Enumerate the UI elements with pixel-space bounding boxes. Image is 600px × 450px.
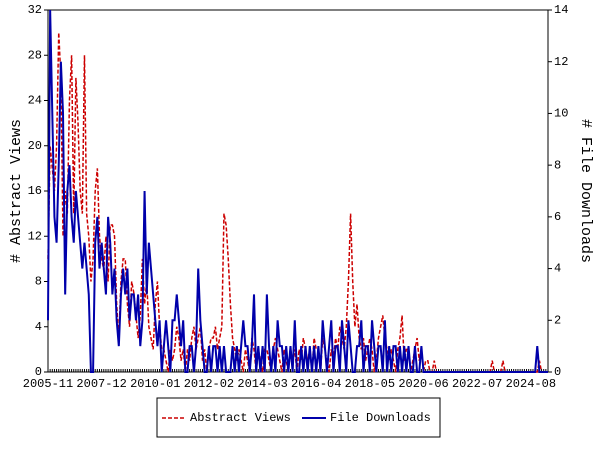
x-tick-label: 2007-12	[76, 377, 126, 391]
y2-tick-label: 4	[554, 262, 561, 276]
legend-box	[156, 397, 441, 438]
y2-axis-title: # File Downloads	[577, 119, 594, 263]
y2-tick-label: 6	[554, 210, 561, 224]
y-tick-label: 28	[28, 48, 42, 62]
y-tick-label: 16	[28, 184, 42, 198]
data-line	[47, 9, 548, 373]
y-tick-label: 12	[28, 229, 42, 243]
y-tick-label: 8	[35, 275, 42, 289]
x-tick-label: 2022-07	[452, 377, 502, 391]
y2-tick-label: 0	[554, 365, 561, 379]
data-line	[47, 32, 548, 373]
x-tick-label: 2005-11	[23, 377, 73, 391]
y2-tick-label: 14	[554, 3, 568, 17]
legend-label: Abstract Views	[190, 411, 291, 425]
y2-tick-label: 2	[554, 313, 561, 327]
y2-tick-label: 12	[554, 55, 568, 69]
x-tick-label: 2014-03	[237, 377, 287, 391]
y-axis-title: # Abstract Views	[8, 119, 25, 263]
y-tick-label: 24	[28, 94, 42, 108]
x-tick-label: 2024-08	[506, 377, 556, 391]
x-tick-label: 2012-02	[184, 377, 234, 391]
x-tick-label: 2010-01	[130, 377, 180, 391]
x-tick-label: 2016-04	[291, 377, 341, 391]
y2-tick-label: 10	[554, 107, 568, 121]
x-tick-label: 2020-06	[398, 377, 448, 391]
x-tick-label: 2018-05	[345, 377, 395, 391]
y-tick-label: 20	[28, 139, 42, 153]
plot-frame	[47, 9, 549, 373]
legend-label: File Downloads	[330, 411, 431, 425]
y-tick-label: 32	[28, 3, 42, 17]
y-tick-label: 4	[35, 320, 42, 334]
y-tick-label: 0	[35, 365, 42, 379]
y2-tick-label: 8	[554, 158, 561, 172]
